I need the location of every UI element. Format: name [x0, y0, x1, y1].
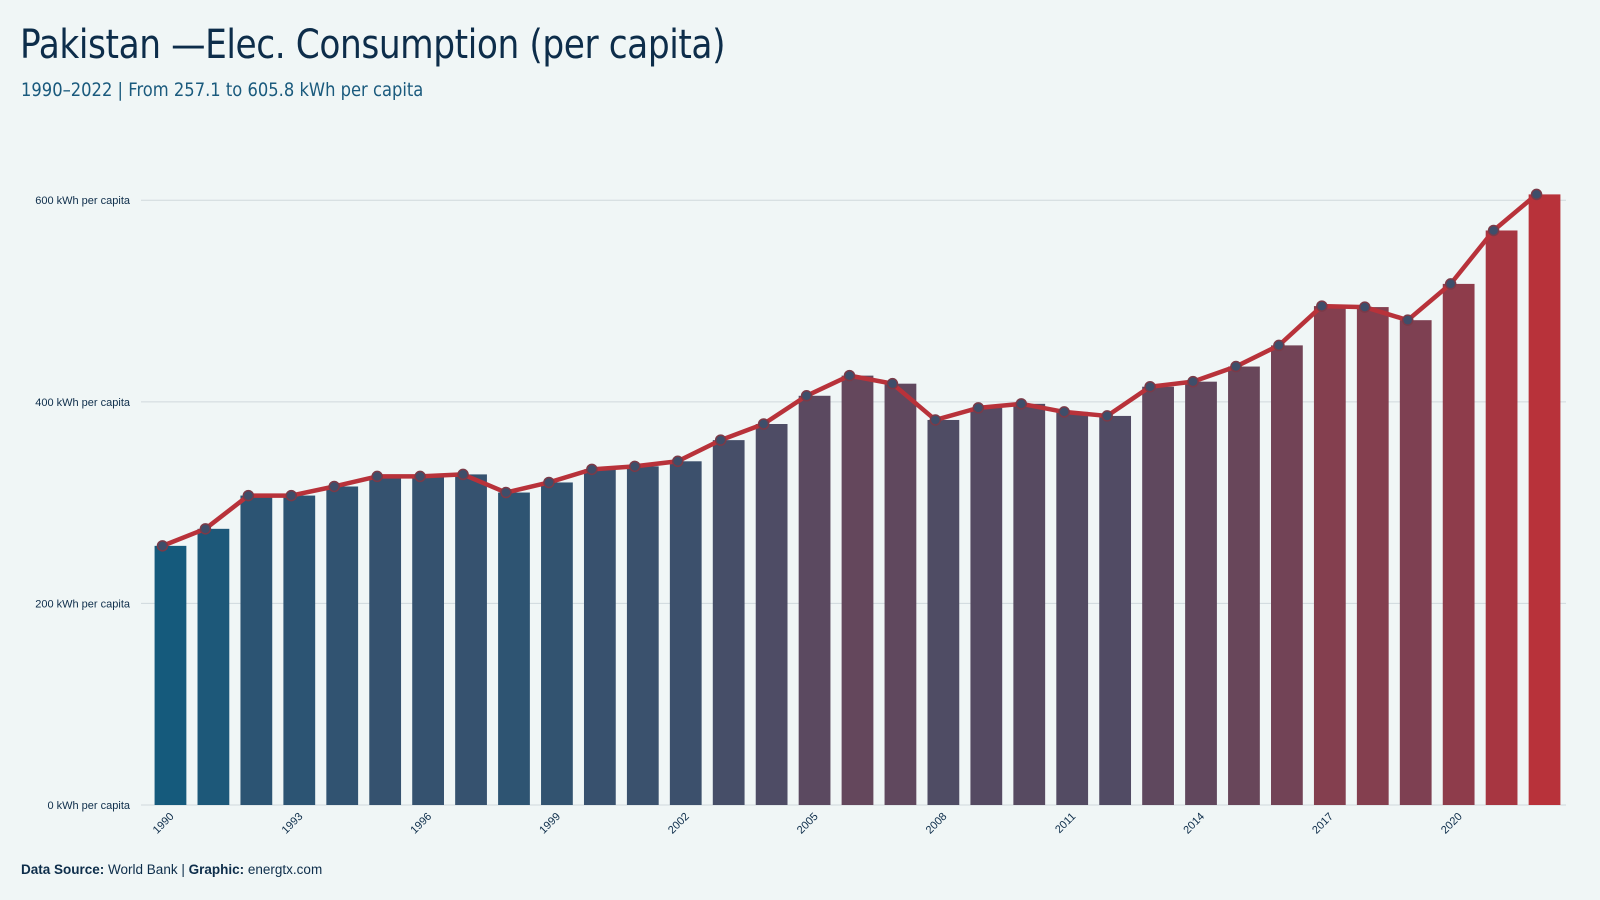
- bar: [1442, 283, 1475, 805]
- bar: [369, 476, 402, 805]
- data-point: [1144, 380, 1156, 393]
- bar: [1185, 381, 1217, 805]
- y-tick-label: 600 kWh per capita: [35, 195, 131, 207]
- y-tick-label: 400 kWh per capita: [35, 397, 131, 409]
- x-tick-label: 2020: [1439, 811, 1465, 837]
- data-point: [757, 418, 770, 430]
- data-point: [1273, 339, 1285, 352]
- data-point: [156, 540, 169, 552]
- graphic-label: Graphic:: [188, 862, 245, 877]
- y-tick-label: 200 kWh per capita: [35, 598, 131, 610]
- bar: [1142, 386, 1174, 805]
- data-point: [1401, 314, 1414, 326]
- x-tick-label: 1990: [151, 811, 177, 837]
- bar: [412, 476, 444, 805]
- x-tick-label: 2014: [1181, 811, 1207, 837]
- bar: [884, 383, 917, 805]
- data-point: [543, 476, 555, 489]
- data-point: [1058, 406, 1070, 418]
- source-caption: Data Source: World Bank | Graphic: energ…: [21, 862, 322, 877]
- x-tick-label: 2008: [924, 811, 950, 837]
- data-point: [1359, 301, 1371, 313]
- x-tick-label: 1999: [537, 811, 563, 837]
- data-point: [629, 460, 641, 473]
- bar: [798, 395, 831, 805]
- x-tick-label: 2002: [666, 811, 692, 837]
- data-point: [671, 455, 684, 468]
- bar: [970, 407, 1003, 805]
- y-tick-label: 0 kWh per capita: [47, 800, 130, 812]
- bar: [1228, 366, 1260, 805]
- bar: [197, 528, 230, 805]
- bar: [541, 482, 573, 805]
- graphic-value: energtx.com: [247, 862, 323, 877]
- data-point: [285, 489, 298, 502]
- data-point: [414, 470, 426, 483]
- data-point: [242, 489, 255, 502]
- bar: [1271, 345, 1303, 805]
- bar: [455, 474, 487, 805]
- x-tick-label: 2011: [1053, 811, 1078, 836]
- bar: [1013, 403, 1046, 805]
- data-point: [929, 414, 942, 426]
- bar: [927, 419, 960, 805]
- x-tick-label: 2017: [1310, 811, 1336, 837]
- bar: [1099, 415, 1132, 805]
- bar: [841, 375, 874, 805]
- source-value: World Bank: [108, 862, 178, 877]
- data-point: [199, 523, 212, 535]
- x-tick-label: 1993: [280, 811, 306, 837]
- data-point: [714, 434, 727, 446]
- bar: [1485, 230, 1518, 805]
- data-point: [886, 377, 899, 390]
- data-point: [586, 463, 598, 476]
- bar: [154, 545, 187, 805]
- x-tick-label: 1996: [408, 811, 434, 837]
- bar: [755, 424, 788, 805]
- data-point: [1230, 360, 1242, 373]
- source-label: Data Source:: [21, 862, 105, 877]
- x-tick-label: 2005: [795, 811, 821, 837]
- bar: [283, 495, 316, 805]
- data-point: [843, 369, 856, 382]
- bar: [1528, 194, 1561, 805]
- data-point: [1444, 278, 1457, 290]
- chart-title: Pakistan —Elec. Consumption (per capita): [20, 22, 726, 68]
- data-point: [972, 402, 985, 414]
- data-point: [1187, 375, 1199, 388]
- bar: [1313, 306, 1346, 805]
- data-point: [1015, 398, 1028, 410]
- bar: [498, 492, 530, 805]
- data-point: [800, 390, 813, 402]
- data-point: [328, 480, 340, 493]
- bar: [240, 495, 273, 805]
- data-point: [1487, 224, 1500, 237]
- data-point: [1101, 410, 1113, 422]
- bar: [1056, 411, 1089, 805]
- bar: [1399, 320, 1432, 805]
- bar: [712, 440, 745, 805]
- bar: [326, 486, 359, 805]
- data-point: [371, 470, 383, 483]
- data-point: [1530, 188, 1543, 201]
- bar: [626, 466, 659, 805]
- data-point: [1316, 300, 1328, 312]
- data-point: [457, 468, 469, 481]
- data-point: [500, 486, 512, 499]
- bar: [669, 461, 702, 805]
- chart-subtitle: 1990–2022 | From 257.1 to 605.8 kWh per …: [21, 79, 424, 101]
- caption-separator: |: [181, 862, 185, 877]
- bar: [1356, 307, 1389, 805]
- bar: [583, 469, 616, 805]
